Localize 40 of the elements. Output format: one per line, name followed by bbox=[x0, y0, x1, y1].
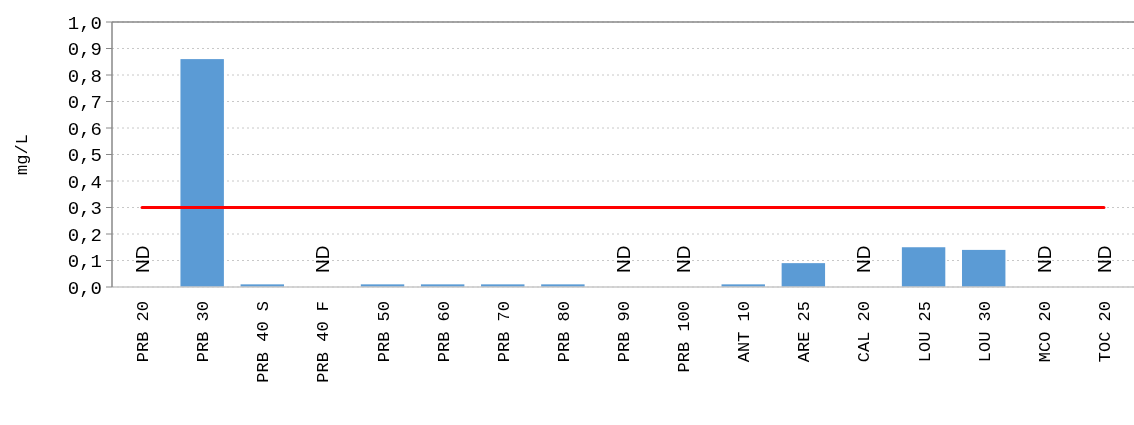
x-tick-label: ARE 25 bbox=[795, 301, 815, 363]
bar bbox=[961, 249, 1006, 287]
y-tick-label: 0,0 bbox=[67, 277, 102, 300]
text: ND bbox=[613, 245, 634, 273]
text: ND bbox=[312, 245, 334, 273]
x-tick-label: PRB 40 F bbox=[314, 301, 334, 383]
x-tick-label: CAL 20 bbox=[855, 301, 875, 363]
bar bbox=[901, 247, 946, 287]
y-tick-label: 0,9 bbox=[67, 39, 102, 62]
text: ND bbox=[1093, 245, 1115, 273]
x-tick-label: PRB 50 bbox=[374, 301, 394, 363]
bar bbox=[180, 59, 224, 287]
text: ND bbox=[673, 245, 695, 273]
text: ND bbox=[132, 245, 154, 273]
x-tick-label: PRB 20 bbox=[134, 301, 154, 363]
x-tick-label: PRB 100 bbox=[675, 301, 695, 373]
x-tick-label: LOU 25 bbox=[915, 301, 935, 363]
y-tick-label: 0,1 bbox=[67, 251, 102, 274]
bar bbox=[781, 263, 826, 287]
text: ND bbox=[1033, 245, 1055, 273]
y-tick-label: 0,3 bbox=[67, 198, 102, 221]
y-tick-label: 0,5 bbox=[67, 145, 102, 168]
x-tick-label: PRB 70 bbox=[494, 301, 514, 363]
y-tick-label: 0,6 bbox=[67, 118, 102, 141]
text: ND bbox=[853, 245, 875, 273]
y-tick-label: 0,8 bbox=[67, 65, 102, 88]
x-tick-label: PRB 60 bbox=[434, 301, 454, 363]
x-tick-label: PRB 80 bbox=[554, 301, 574, 363]
x-tick-label: MCO 20 bbox=[1035, 301, 1055, 363]
x-tick-label: PRB 30 bbox=[194, 301, 214, 363]
x-tick-label: ANT 10 bbox=[735, 301, 755, 363]
x-tick-label: PRB 90 bbox=[615, 301, 634, 363]
y-tick-label: 1,0 bbox=[67, 12, 102, 35]
y-axis-title: mg/L bbox=[13, 134, 32, 175]
x-tick-label: TOC 20 bbox=[1095, 301, 1115, 363]
x-tick-label: LOU 30 bbox=[975, 301, 995, 363]
y-tick-label: 0,4 bbox=[67, 171, 102, 194]
y-tick-label: 0,7 bbox=[67, 92, 102, 115]
x-tick-label: PRB 40 S bbox=[254, 301, 274, 383]
y-tick-label: 0,2 bbox=[67, 224, 102, 247]
